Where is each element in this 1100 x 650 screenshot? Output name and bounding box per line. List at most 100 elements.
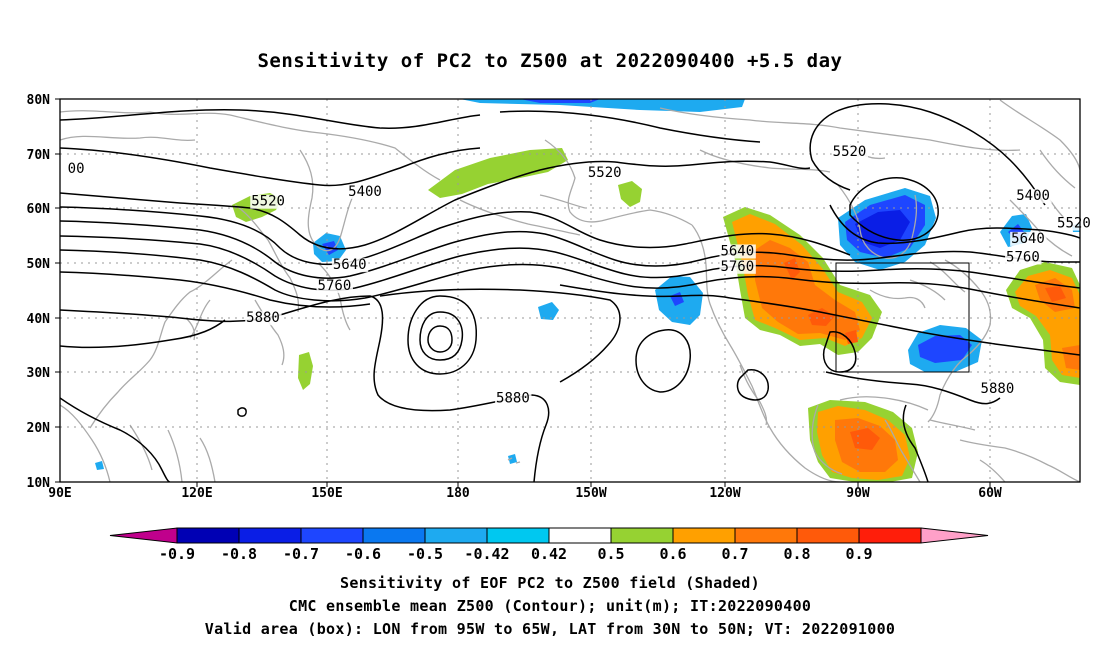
lon-label: 120W <box>709 486 740 501</box>
contour-label: 5880 <box>246 310 280 326</box>
contour-arctic-loop <box>809 103 1046 206</box>
contour-5880-east <box>729 297 1080 405</box>
colorbar-box <box>734 527 798 544</box>
coast-eastna <box>869 199 1073 423</box>
lon-label: 90W <box>846 486 870 501</box>
lat-label: 70N <box>27 148 51 163</box>
lat-label: 50N <box>27 257 51 272</box>
contour-5820 <box>60 271 731 308</box>
contour-label-bg <box>1010 231 1047 246</box>
contour-mexico-small <box>736 369 769 401</box>
shade-blue-hudson-core <box>855 210 910 248</box>
colorbar-tick-label: -0.5 <box>407 545 443 563</box>
colorbar-box <box>796 527 860 544</box>
contour-label-bg <box>831 144 869 159</box>
coast-baja <box>739 364 768 426</box>
shade-redorange-mexico <box>850 428 880 450</box>
contour-label-bg <box>347 184 384 199</box>
contour-label-bg <box>66 161 86 176</box>
lat-label: 40N <box>27 312 51 327</box>
contour-label-bg <box>1015 189 1052 204</box>
contour-label-bg <box>1005 250 1042 265</box>
contour-label-bg <box>719 244 756 259</box>
contour-5880-south <box>60 397 929 482</box>
colorbar-tick-label: -0.9 <box>159 545 195 563</box>
colorbar-box <box>486 527 550 544</box>
contour-label: 5640 <box>1011 231 1045 247</box>
contour-label-bg <box>979 381 1016 396</box>
contour-label-bg <box>331 258 369 273</box>
contour-label-bg <box>586 166 624 181</box>
coast-arctic <box>659 99 1080 173</box>
caption-valid-area: Valid area (box): LON from 95W to 65W, L… <box>204 620 896 638</box>
lat-label: 20N <box>27 421 51 436</box>
contour-high-inner <box>427 325 453 353</box>
colorbar-tick-label: 0.5 <box>597 545 624 563</box>
colorbar-box <box>300 527 364 544</box>
shade-darkorange-atlantic2 <box>1062 345 1080 370</box>
coast-hawaii <box>507 457 521 464</box>
contour-label-bg <box>250 194 287 209</box>
colorbar-tick-label: -0.7 <box>283 545 319 563</box>
shade-blue-southeast-core <box>918 335 972 363</box>
map-grid <box>60 99 1080 482</box>
contour-5280 <box>60 108 761 143</box>
colorbar-left-triangle <box>109 527 178 544</box>
colorbar-box <box>672 527 736 544</box>
shade-redorange-westna3 <box>845 330 858 344</box>
colorbar-box <box>424 527 488 544</box>
colorbar-box <box>858 527 922 544</box>
colorbar-tick-label: 0.9 <box>845 545 872 563</box>
contour-label: 5520 <box>251 194 285 210</box>
contour-label: 5760 <box>1006 250 1040 266</box>
contour-labels: 0055205400552055205400552056405760564057… <box>66 144 1093 407</box>
colorbar-box <box>548 527 612 544</box>
contour-label-bg <box>495 391 532 406</box>
shade-blue-hawaii2 <box>95 461 104 470</box>
contour-label: 5640 <box>333 257 367 273</box>
lon-label: 120E <box>181 486 212 501</box>
shade-blue-dateline <box>538 302 559 320</box>
colorbar-tick-label: -0.8 <box>221 545 257 563</box>
coast-alaska <box>459 139 693 236</box>
contour-small-loop <box>237 407 247 417</box>
contour-eastpac-cell <box>635 329 691 393</box>
contour-label: 5520 <box>833 144 867 160</box>
colorbar-tick-label: 0.7 <box>721 545 748 563</box>
lon-label: 150W <box>575 486 606 501</box>
contour-label: 5520 <box>1057 216 1091 232</box>
contour-5700 <box>60 235 1080 292</box>
coast-caribbean <box>929 419 1080 482</box>
lat-label: 60N <box>27 202 51 217</box>
contour-label-bg <box>719 259 756 274</box>
contour-label: 00 <box>68 161 85 177</box>
colorbar-labels: -0.9 -0.8 -0.7 -0.6 -0.5 -0.42 0.42 0.5 0.6 0.7 0.… <box>159 545 873 563</box>
contour-label: 5400 <box>1016 188 1050 204</box>
lon-label: 150E <box>311 486 342 501</box>
coast-westna <box>691 224 841 482</box>
contour-high-mid <box>419 311 464 361</box>
coast-gulf <box>811 396 929 482</box>
colorbar-tick-label: -0.6 <box>345 545 381 563</box>
contour-5400-hudson <box>849 177 939 241</box>
contour-5580 <box>60 206 851 266</box>
lat-label: 30N <box>27 366 51 381</box>
shade-redorange-atlantic <box>1045 286 1066 302</box>
contour-label: 5880 <box>981 381 1015 397</box>
colorbar-tick-label: 0.8 <box>783 545 810 563</box>
shade-green-bering <box>428 148 568 198</box>
colorbar-box <box>238 527 302 544</box>
lon-label: 60W <box>978 486 1002 501</box>
contour-5400-west <box>60 147 481 187</box>
lon-axis: 90E 120E 150E 180 150W 120W 90W 60W <box>48 486 1002 501</box>
shade-arctic-blue-core <box>520 99 600 103</box>
colorbar-tick-label: 0.42 <box>531 545 567 563</box>
contour-label-bg <box>245 311 282 326</box>
contour-label-bg <box>316 278 353 293</box>
shade-blue-hawaii1 <box>508 454 517 464</box>
shade-green-pacific <box>298 352 313 390</box>
lon-ticks <box>196 482 991 487</box>
contour-5520-east <box>829 204 1080 245</box>
contour-5880-pacific <box>379 288 621 383</box>
contour-label: 5760 <box>720 259 754 275</box>
